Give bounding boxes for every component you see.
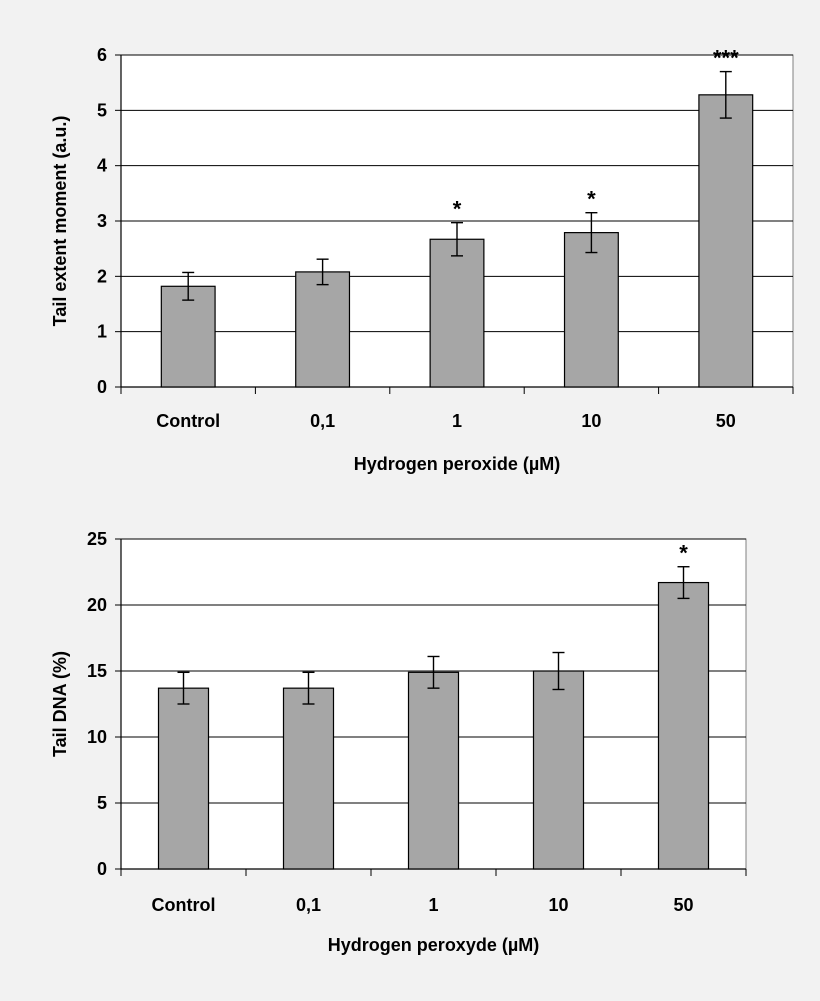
bar <box>563 232 619 388</box>
y-tick-label: 6 <box>97 45 107 65</box>
x-tick-label: 0,1 <box>296 895 321 915</box>
y-tick-label: 5 <box>97 100 107 120</box>
bar <box>698 94 754 388</box>
bar <box>295 271 351 388</box>
bar <box>429 238 485 388</box>
y-tick-label: 20 <box>87 595 107 615</box>
y-tick-label: 5 <box>97 793 107 813</box>
x-axis-title: Hydrogen peroxide (µM) <box>354 454 560 474</box>
y-axis-title: Tail extent moment (a.u.) <box>50 116 70 327</box>
x-tick-label: Control <box>156 411 220 431</box>
chart-tail-extent-moment: 0 1 2 3 4 5 6 Control 0,1 * 1 * 10 *** 50 Hydrogen pero… <box>50 45 794 474</box>
x-tick-label: 10 <box>581 411 601 431</box>
x-tick-label: 10 <box>548 895 568 915</box>
bar <box>657 581 710 870</box>
bar <box>282 687 335 870</box>
y-axis-title: Tail DNA (%) <box>50 651 70 757</box>
y-tick-label: 4 <box>97 156 107 176</box>
y-tick-label: 15 <box>87 661 107 681</box>
significance-marker: * <box>587 187 596 212</box>
x-axis-title: Hydrogen peroxyde (µM) <box>328 935 539 955</box>
x-tick-label: 1 <box>452 411 462 431</box>
y-tick-label: 0 <box>97 859 107 879</box>
bar <box>157 687 210 870</box>
bar <box>532 670 585 870</box>
bar <box>407 671 460 870</box>
x-tick-label: 0,1 <box>310 411 335 431</box>
significance-marker: * <box>679 541 688 566</box>
x-tick-label: 50 <box>716 411 736 431</box>
bar <box>160 285 216 388</box>
significance-marker: *** <box>713 46 739 71</box>
y-tick-label: 1 <box>97 322 107 342</box>
y-tick-label: 25 <box>87 529 107 549</box>
y-tick-label: 2 <box>97 266 107 286</box>
x-tick-label: 1 <box>428 895 438 915</box>
chart-tail-dna: 0 5 10 15 20 25 Control 0,1 1 10 * 50 Hydrogen perox… <box>50 529 747 955</box>
y-tick-label: 0 <box>97 377 107 397</box>
x-tick-label: 50 <box>673 895 693 915</box>
y-tick-label: 10 <box>87 727 107 747</box>
y-tick-label: 3 <box>97 211 107 231</box>
significance-marker: * <box>453 197 462 222</box>
x-tick-label: Control <box>152 895 216 915</box>
